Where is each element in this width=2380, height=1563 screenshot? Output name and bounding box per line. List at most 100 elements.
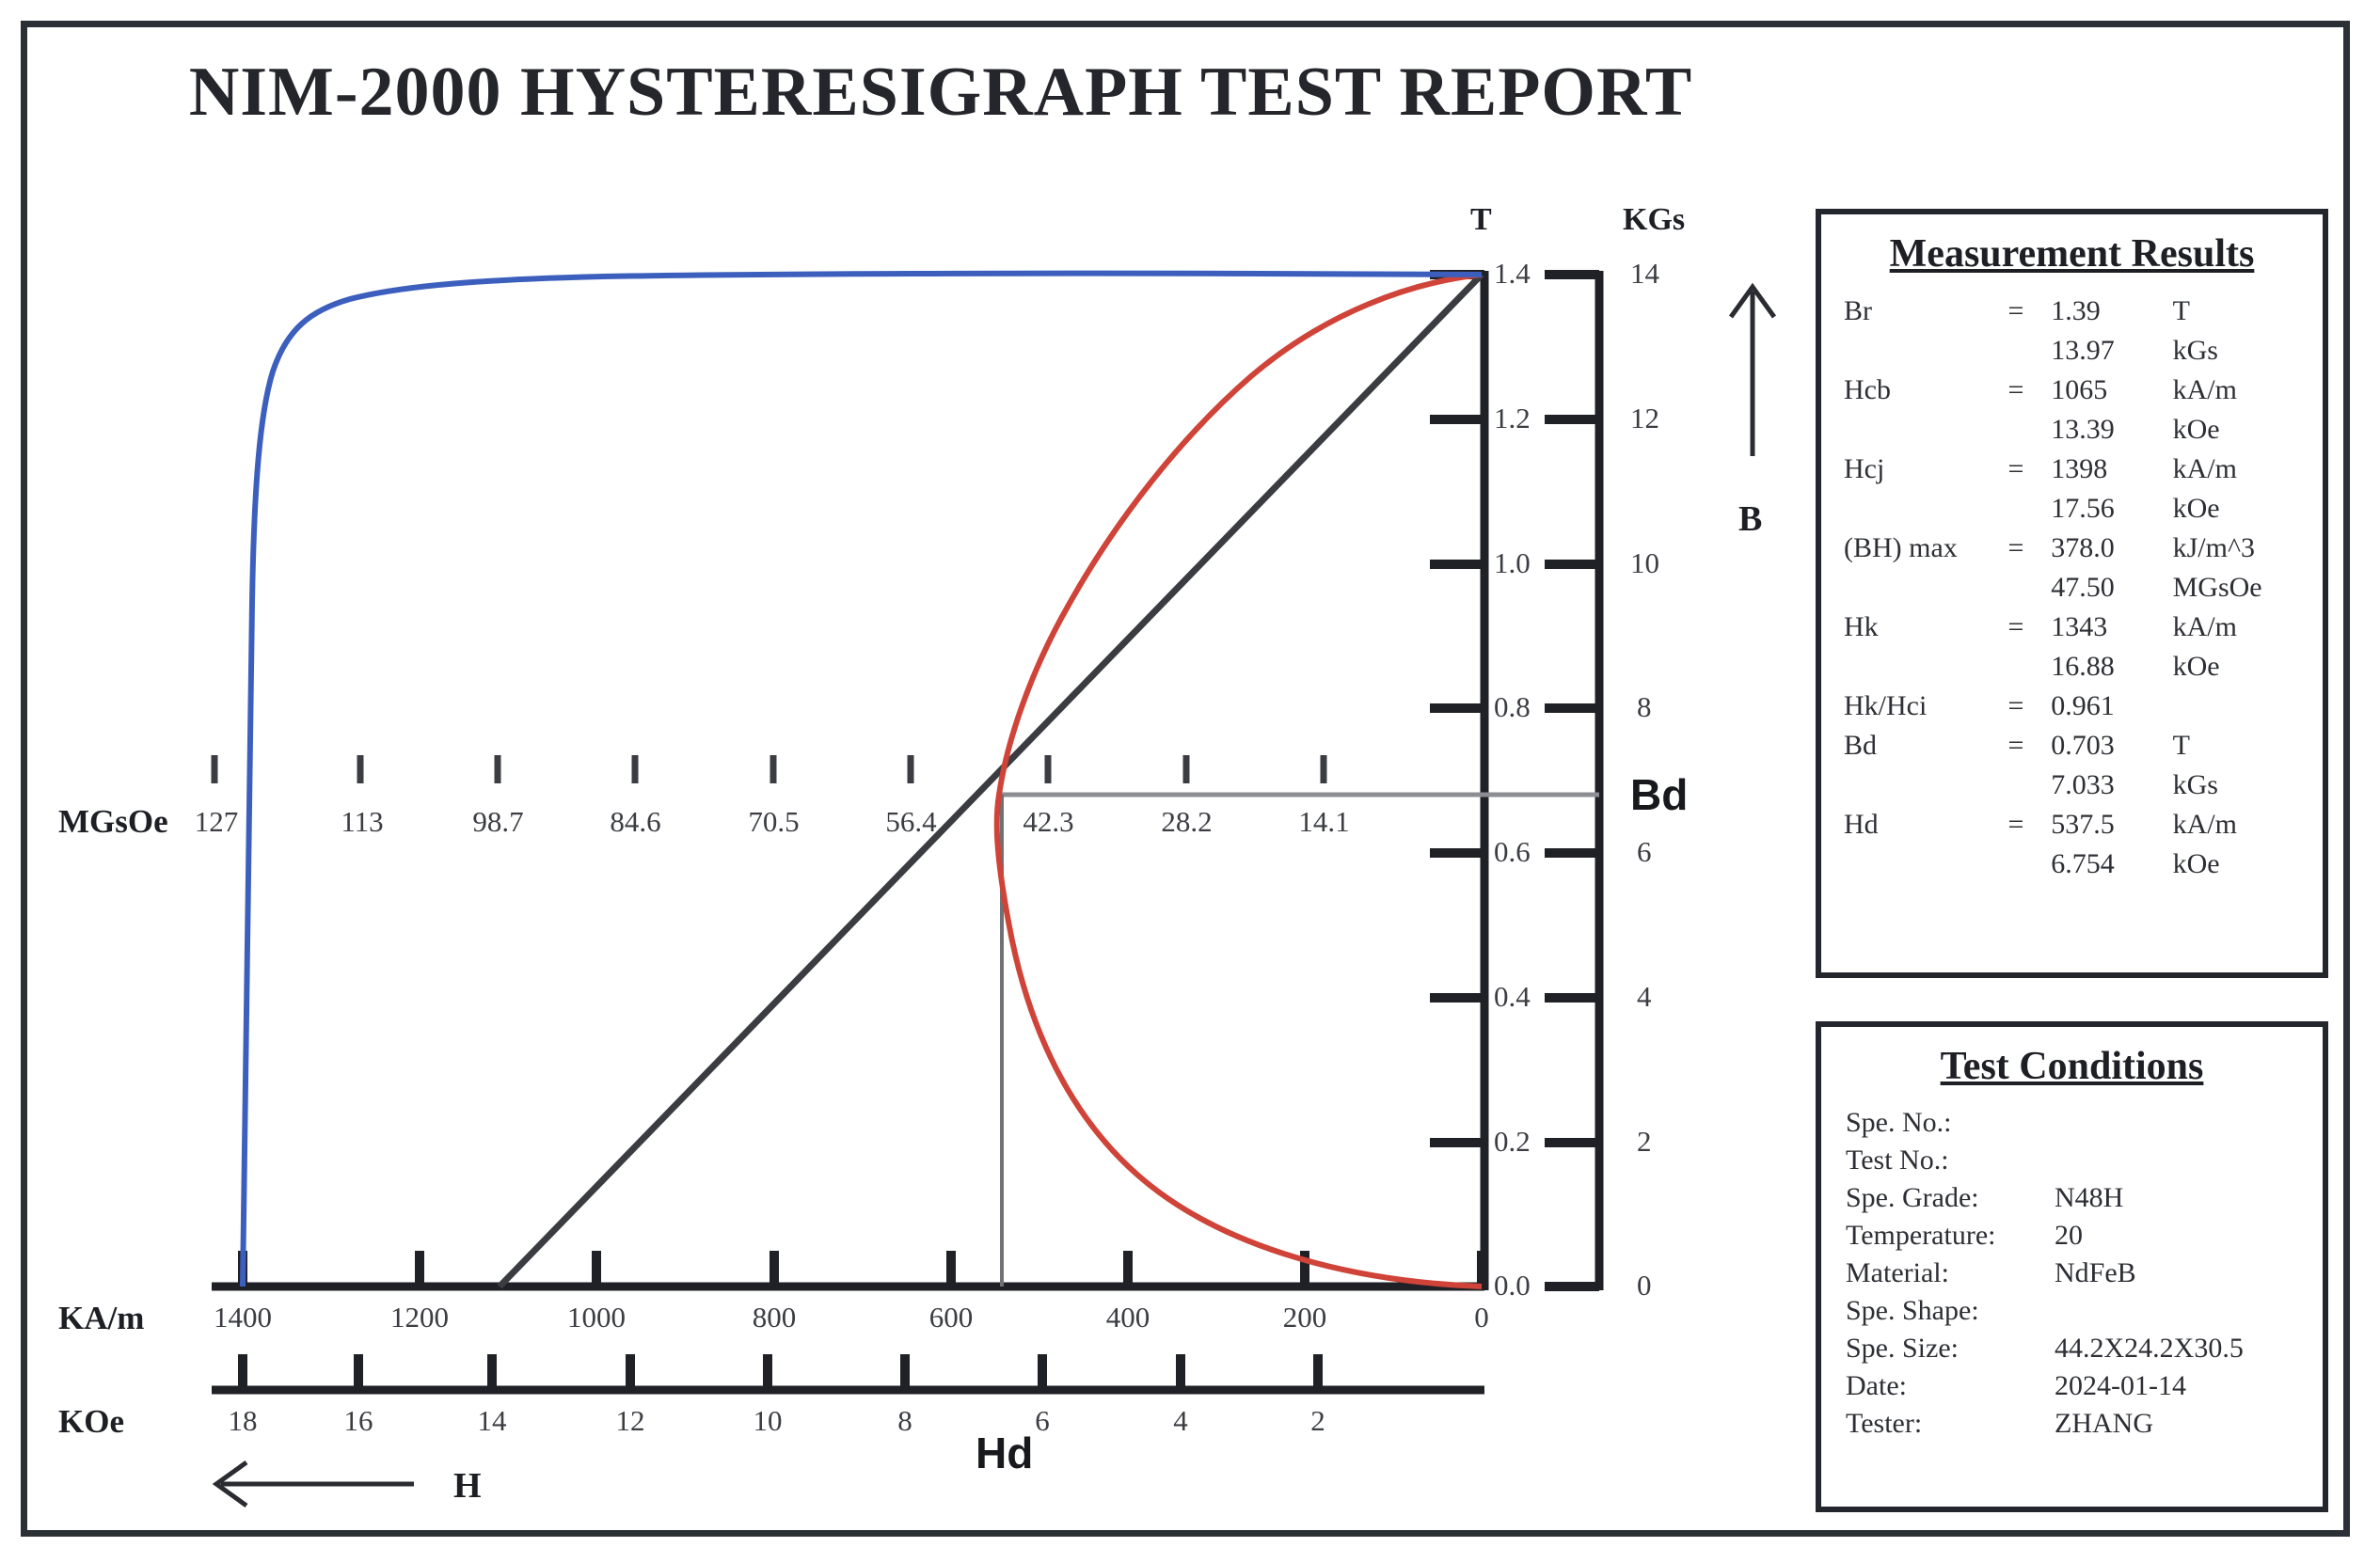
list-item: Material: NdFeB [1846, 1255, 2323, 1292]
table-row: Br = 1.39 T [1821, 292, 2323, 331]
list-item: Spe. Shape: [1846, 1292, 2323, 1330]
condition-key: Date: [1846, 1370, 1907, 1401]
kgs-tick-label: 0 [1637, 1269, 1652, 1302]
table-row: 47.50 MGsOe [1821, 568, 2323, 608]
kgs-tick-label: 10 [1630, 546, 1659, 579]
result-unit: T [2172, 295, 2190, 326]
tesla-tick-label: 0.6 [1494, 835, 1531, 868]
result-value: 16.88 [2051, 651, 2115, 682]
mgsoe-tick-row [211, 755, 1327, 783]
kam-tick-label: 1200 [390, 1301, 449, 1334]
condition-key: Spe. Shape: [1846, 1295, 1979, 1326]
result-unit: kOe [2172, 848, 2220, 879]
result-value: 13.97 [2051, 335, 2115, 366]
result-unit: kA/m [2172, 453, 2237, 484]
result-name: Hcj [1844, 453, 1885, 484]
tesla-tick-label: 0.2 [1494, 1125, 1531, 1158]
b-curve-red [993, 272, 1483, 1289]
condition-key: Temperature: [1846, 1220, 1996, 1251]
h-vector-arrow [212, 1460, 414, 1508]
result-eq: = [2007, 690, 2024, 721]
kgs-tick-label: 12 [1630, 402, 1659, 434]
result-unit: kGs [2172, 769, 2218, 800]
koe-tick-label: 4 [1173, 1404, 1188, 1437]
j-curve-blue [240, 270, 1483, 1287]
result-name [1821, 489, 2007, 529]
result-eq [2007, 331, 2051, 371]
kam-tick-label: 1400 [214, 1301, 272, 1334]
table-row: Bd = 0.703 T [1821, 726, 2323, 766]
test-conditions-list: Spe. No.: Test No.: Spe. Grade: N48H Tem… [1821, 1104, 2323, 1443]
result-value: 6.754 [2051, 848, 2115, 879]
condition-value: 20 [2055, 1220, 2083, 1251]
result-unit: kOe [2172, 414, 2220, 445]
koe-tick-label: 14 [477, 1404, 507, 1437]
result-eq [2007, 845, 2051, 884]
mgsoe-axis-label: MGsOe [58, 803, 168, 840]
mgsoe-tick-label: 127 [194, 805, 239, 838]
hd-label: Hd [976, 1429, 1034, 1477]
result-name: Br [1844, 295, 1872, 326]
kgs-tick-label: 6 [1637, 835, 1652, 868]
koe-tick-label: 2 [1310, 1404, 1325, 1437]
condition-key: Spe. Size: [1846, 1333, 1959, 1364]
table-row: Hk = 1343 kA/m [1821, 608, 2323, 647]
result-name: (BH) max [1844, 532, 1958, 563]
condition-value: 2024-01-14 [2055, 1370, 2186, 1401]
result-value: 7.033 [2051, 769, 2115, 800]
list-item: Temperature: 20 [1846, 1217, 2323, 1255]
result-name: Hd [1844, 809, 1879, 840]
table-row: Hcj = 1398 kA/m [1821, 450, 2323, 489]
koe-tick-label: 16 [343, 1404, 373, 1437]
table-row: (BH) max = 378.0 kJ/m^3 [1821, 529, 2323, 568]
result-name: Bd [1844, 730, 1878, 761]
hysteresis-chart: T KGs 1.4 1.2 1.0 0.8 0.6 0.4 0.2 0.0 14… [58, 202, 1777, 1508]
test-conditions-panel: Test Conditions Spe. No.: Test No.: Spe.… [1816, 1021, 2328, 1512]
table-row: 6.754 kOe [1821, 845, 2323, 884]
result-unit: MGsOe [2172, 572, 2262, 603]
result-eq: = [2007, 532, 2024, 563]
table-row: 13.39 kOe [1821, 410, 2323, 450]
result-value: 537.5 [2051, 809, 2115, 840]
koe-tick-label: 18 [228, 1404, 258, 1437]
load-line [497, 272, 1484, 1289]
kam-tick-label: 1000 [567, 1301, 626, 1334]
kgs-axis-header: KGs [1623, 202, 1686, 237]
koe-tick-label: 8 [897, 1404, 912, 1437]
condition-key: Spe. No.: [1846, 1107, 1952, 1138]
result-name [1821, 647, 2007, 687]
condition-key: Material: [1846, 1257, 1949, 1288]
result-eq: = [2007, 295, 2024, 326]
result-name [1821, 568, 2007, 608]
result-value: 1.39 [2051, 295, 2101, 326]
b-vector-arrow [1728, 282, 1777, 456]
tesla-tick-label: 0.0 [1494, 1269, 1531, 1302]
list-item: Date: 2024-01-14 [1846, 1367, 2323, 1405]
kgs-axis [1545, 270, 1604, 1291]
condition-key: Spe. Grade: [1846, 1182, 1979, 1213]
koe-axis [212, 1354, 1484, 1395]
result-unit: kOe [2172, 493, 2220, 524]
bd-label: Bd [1630, 770, 1689, 819]
result-value: 1343 [2051, 611, 2108, 642]
table-row: Hd = 537.5 kA/m [1821, 805, 2323, 845]
kgs-tick-label: 14 [1630, 257, 1659, 290]
mgsoe-tick-label: 84.6 [610, 805, 661, 838]
condition-value: 44.2X24.2X30.5 [2055, 1333, 2244, 1364]
chart-svg [211, 270, 1777, 1508]
result-unit: kA/m [2172, 809, 2237, 840]
result-unit: kGs [2172, 335, 2218, 366]
kam-tick-label: 600 [928, 1301, 974, 1334]
tesla-tick-label: 1.0 [1494, 546, 1531, 579]
result-eq: = [2007, 730, 2024, 761]
result-value: 17.56 [2051, 493, 2115, 524]
table-row: 13.97 kGs [1821, 331, 2323, 371]
condition-value: NdFeB [2055, 1257, 2136, 1288]
tesla-tick-label: 1.2 [1494, 402, 1531, 434]
result-eq [2007, 647, 2051, 687]
list-item: Test No.: [1846, 1142, 2323, 1179]
result-value: 0.703 [2051, 730, 2115, 761]
measurement-results-table: Br = 1.39 T 13.97 kGs Hcb = 1065 kA/m [1821, 292, 2323, 884]
result-value: 47.50 [2051, 572, 2115, 603]
